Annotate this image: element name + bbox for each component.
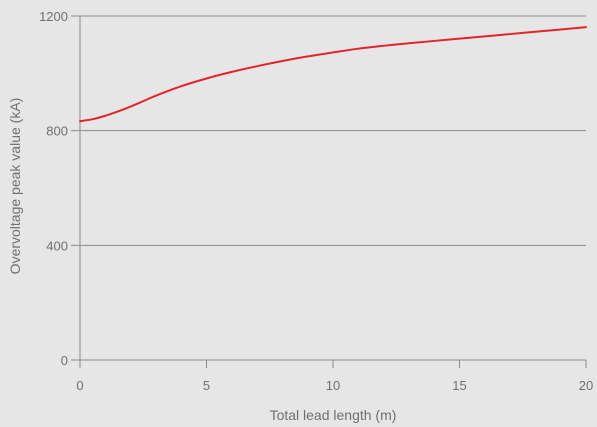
y-tick-label-0: 0 [61,353,68,368]
x-tick-label-15: 15 [452,378,466,393]
y-axis-title: Overvoltage peak value (kA) [7,98,23,275]
x-tick-label-0: 0 [76,378,83,393]
y-tick-label-1200: 1200 [39,9,68,24]
x-tick-label-5: 5 [203,378,210,393]
x-axis-title: Total lead length (m) [270,407,397,423]
x-tick-label-10: 10 [326,378,340,393]
series-lines [79,26,587,123]
x-tick-label-20: 20 [579,378,593,393]
axes [71,15,587,368]
y-tick-label-800: 800 [46,124,68,139]
y-tick-label-400: 400 [46,238,68,253]
tick-labels: 0 400 800 1200 0 5 10 15 20 [39,9,593,393]
series-line-0 [79,26,587,123]
grid-lines [80,15,586,246]
